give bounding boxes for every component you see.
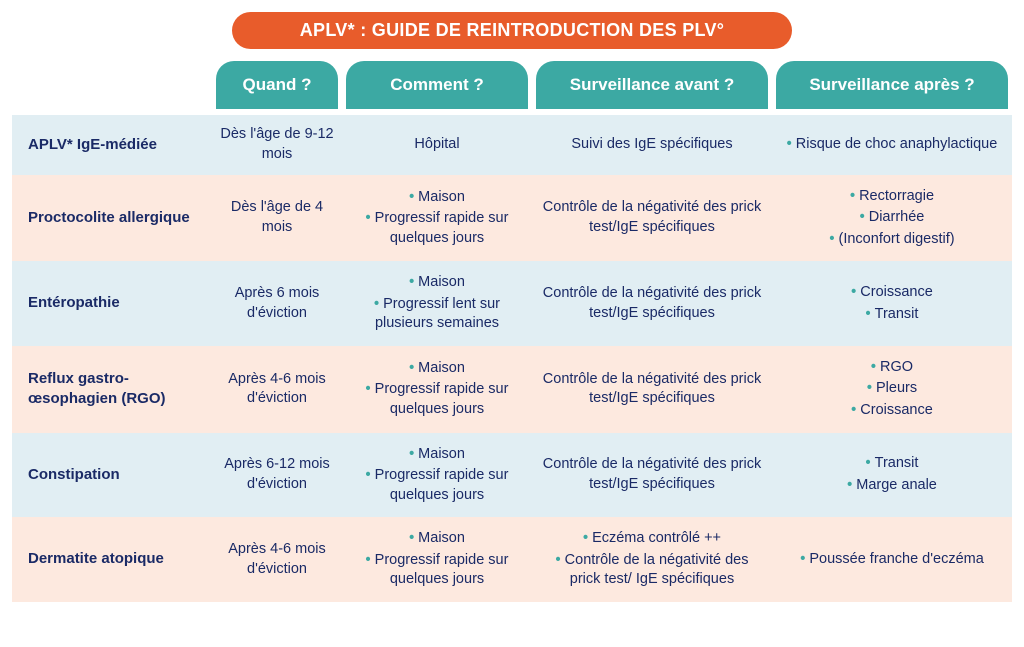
cell-apres: TransitMarge anale bbox=[772, 433, 1012, 518]
cell-text: Dès l'âge de 9-12 mois bbox=[220, 126, 333, 162]
table-row: Dermatite atopique Après 4-6 mois d'évict… bbox=[12, 517, 1012, 602]
table-body: APLV* IgE-médiéeDès l'âge de 9-12 mois Hô… bbox=[12, 115, 1012, 602]
bullet-list: Risque de choc anaphylactique bbox=[787, 133, 998, 157]
bullet-item: Poussée franche d'eczéma bbox=[800, 550, 984, 570]
header-quand: Quand ? bbox=[212, 61, 342, 115]
cell-quand: Dès l'âge de 4 mois bbox=[212, 175, 342, 262]
table-row: Entéropathie Après 6 mois d'éviction Maiso… bbox=[12, 261, 1012, 346]
table-row: Reflux gastro-œsophagien (RGO) Après 4-6 … bbox=[12, 346, 1012, 433]
bullet-item: Maison bbox=[350, 188, 524, 208]
cell-quand: Après 6 mois d'éviction bbox=[212, 261, 342, 346]
bullet-item: Progressif rapide sur quelques jours bbox=[350, 209, 524, 248]
cell-comment: MaisonProgressif rapide sur quelques jou… bbox=[342, 346, 532, 433]
table-header: Quand ? Comment ? Surveillance avant ? S… bbox=[12, 61, 1012, 115]
cell-avant: Contrôle de la négativité des prick test… bbox=[532, 175, 772, 262]
cell-text: Contrôle de la négativité des prick test… bbox=[543, 456, 761, 492]
bullet-list: TransitMarge anale bbox=[847, 452, 937, 497]
bullet-list: RectorragieDiarrhée(Inconfort digestif) bbox=[829, 185, 954, 252]
row-label: Reflux gastro-œsophagien (RGO) bbox=[12, 346, 212, 433]
bullet-item: RGO bbox=[851, 358, 933, 378]
table-row: Constipation Après 6-12 mois d'éviction Ma… bbox=[12, 433, 1012, 518]
bullet-list: MaisonProgressif rapide sur quelques jou… bbox=[350, 443, 524, 508]
bullet-list: RGOPleursCroissance bbox=[851, 356, 933, 423]
bullet-list: Eczéma contrôlé ++Contrôle de la négativ… bbox=[540, 527, 764, 592]
header-pill: Surveillance après ? bbox=[776, 61, 1008, 109]
cell-text: Suivi des IgE spécifiques bbox=[571, 136, 732, 152]
row-label: Entéropathie bbox=[12, 261, 212, 346]
cell-apres: RGOPleursCroissance bbox=[772, 346, 1012, 433]
cell-apres: Poussée franche d'eczéma bbox=[772, 517, 1012, 602]
cell-comment: MaisonProgressif rapide sur quelques jou… bbox=[342, 517, 532, 602]
cell-text: Contrôle de la négativité des prick test… bbox=[543, 371, 761, 407]
header-pill: Comment ? bbox=[346, 61, 528, 109]
bullet-list: MaisonProgressif rapide sur quelques jou… bbox=[350, 357, 524, 422]
cell-text: Après 6-12 mois d'éviction bbox=[224, 456, 330, 492]
cell-text: Après 4-6 mois d'éviction bbox=[228, 371, 326, 407]
table-row: APLV* IgE-médiéeDès l'âge de 9-12 mois Hô… bbox=[12, 115, 1012, 174]
cell-comment: MaisonProgressif rapide sur quelques jou… bbox=[342, 175, 532, 262]
cell-text: Après 6 mois d'éviction bbox=[235, 285, 320, 321]
row-label: Constipation bbox=[12, 433, 212, 518]
cell-text: Après 4-6 mois d'éviction bbox=[228, 541, 326, 577]
header-avant: Surveillance avant ? bbox=[532, 61, 772, 115]
bullet-item: Progressif rapide sur quelques jours bbox=[350, 380, 524, 419]
bullet-list: MaisonProgressif rapide sur quelques jou… bbox=[350, 527, 524, 592]
cell-avant: Eczéma contrôlé ++Contrôle de la négativ… bbox=[532, 517, 772, 602]
bullet-list: MaisonProgressif rapide sur quelques jou… bbox=[350, 186, 524, 251]
header-apres: Surveillance après ? bbox=[772, 61, 1012, 115]
cell-apres: Risque de choc anaphylactique bbox=[772, 115, 1012, 174]
bullet-item: Croissance bbox=[851, 401, 933, 421]
reintroduction-guide-table: Quand ? Comment ? Surveillance avant ? S… bbox=[12, 61, 1012, 602]
bullet-item: Marge anale bbox=[847, 476, 937, 496]
table-row: Proctocolite allergique Dès l'âge de 4 mo… bbox=[12, 175, 1012, 262]
cell-quand: Dès l'âge de 9-12 mois bbox=[212, 115, 342, 174]
cell-comment: MaisonProgressif lent sur plusieurs sema… bbox=[342, 261, 532, 346]
row-label: APLV* IgE-médiée bbox=[12, 115, 212, 174]
cell-quand: Après 4-6 mois d'éviction bbox=[212, 517, 342, 602]
bullet-item: Maison bbox=[350, 445, 524, 465]
cell-apres: CroissanceTransit bbox=[772, 261, 1012, 346]
bullet-list: Poussée franche d'eczéma bbox=[800, 548, 984, 572]
bullet-item: Diarrhée bbox=[829, 208, 954, 228]
bullet-item: Croissance bbox=[851, 283, 933, 303]
cell-comment: MaisonProgressif rapide sur quelques jou… bbox=[342, 433, 532, 518]
bullet-list: MaisonProgressif lent sur plusieurs sema… bbox=[350, 271, 524, 336]
bullet-item: Progressif rapide sur quelques jours bbox=[350, 466, 524, 505]
row-label: Proctocolite allergique bbox=[12, 175, 212, 262]
cell-text: Dès l'âge de 4 mois bbox=[231, 199, 323, 235]
cell-comment: Hôpital bbox=[342, 115, 532, 174]
header-pill: Quand ? bbox=[216, 61, 338, 109]
header-blank bbox=[12, 61, 212, 115]
bullet-item: Rectorragie bbox=[829, 187, 954, 207]
bullet-item: Pleurs bbox=[851, 379, 933, 399]
cell-text: Hôpital bbox=[414, 136, 459, 152]
header-pill: Surveillance avant ? bbox=[536, 61, 768, 109]
cell-avant: Suivi des IgE spécifiques bbox=[532, 115, 772, 174]
bullet-item: Contrôle de la négativité des prick test… bbox=[540, 551, 764, 590]
bullet-item: Eczéma contrôlé ++ bbox=[540, 529, 764, 549]
cell-quand: Après 6-12 mois d'éviction bbox=[212, 433, 342, 518]
cell-avant: Contrôle de la négativité des prick test… bbox=[532, 261, 772, 346]
cell-text: Contrôle de la négativité des prick test… bbox=[543, 285, 761, 321]
bullet-item: Risque de choc anaphylactique bbox=[787, 135, 998, 155]
bullet-item: Maison bbox=[350, 273, 524, 293]
cell-apres: RectorragieDiarrhée(Inconfort digestif) bbox=[772, 175, 1012, 262]
cell-avant: Contrôle de la négativité des prick test… bbox=[532, 346, 772, 433]
header-comment: Comment ? bbox=[342, 61, 532, 115]
bullet-list: CroissanceTransit bbox=[851, 281, 933, 326]
cell-avant: Contrôle de la négativité des prick test… bbox=[532, 433, 772, 518]
bullet-item: Transit bbox=[847, 454, 937, 474]
bullet-item: Transit bbox=[851, 305, 933, 325]
page-title: APLV* : GUIDE DE REINTRODUCTION DES PLV° bbox=[300, 20, 725, 40]
title-banner: APLV* : GUIDE DE REINTRODUCTION DES PLV° bbox=[232, 12, 792, 49]
bullet-item: Maison bbox=[350, 359, 524, 379]
bullet-item: Progressif rapide sur quelques jours bbox=[350, 551, 524, 590]
row-label: Dermatite atopique bbox=[12, 517, 212, 602]
bullet-item: (Inconfort digestif) bbox=[829, 230, 954, 250]
cell-quand: Après 4-6 mois d'éviction bbox=[212, 346, 342, 433]
bullet-item: Progressif lent sur plusieurs semaines bbox=[350, 295, 524, 334]
cell-text: Contrôle de la négativité des prick test… bbox=[543, 199, 761, 235]
bullet-item: Maison bbox=[350, 529, 524, 549]
